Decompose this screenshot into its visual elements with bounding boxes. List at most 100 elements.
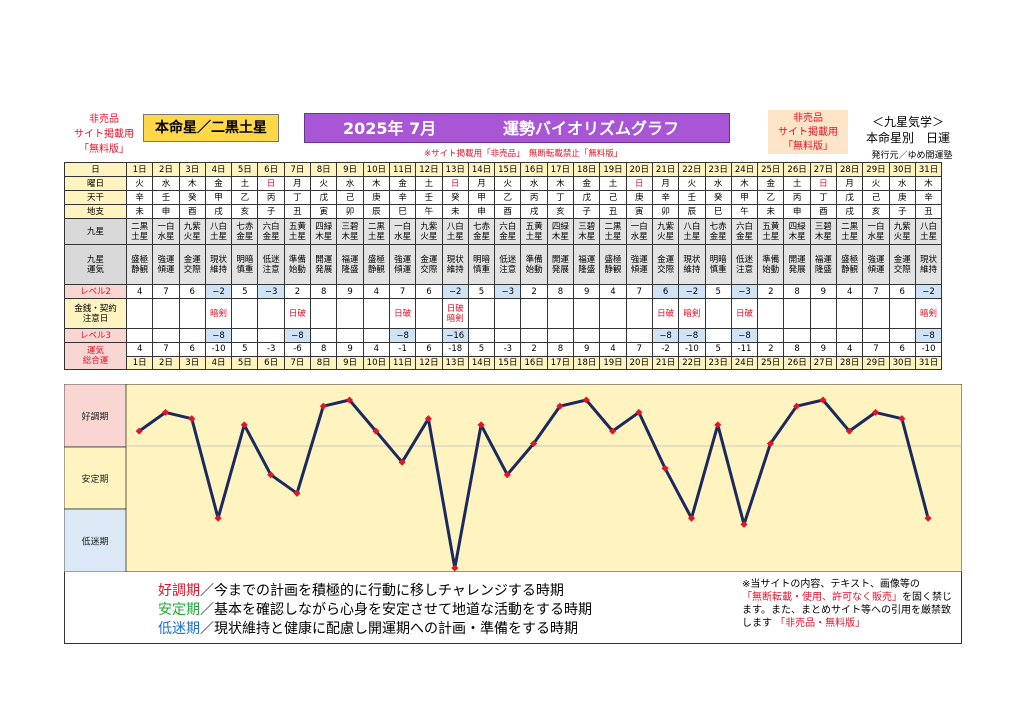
- note-line: 「無料版」: [79, 144, 129, 155]
- cell-tenkan: 丁: [546, 190, 575, 205]
- cell-weekday: 土: [599, 176, 627, 191]
- cell-line: 始動: [288, 264, 306, 275]
- cell-line: 木星: [814, 231, 832, 242]
- cell-line: 強運: [157, 254, 175, 265]
- cell-money: [257, 298, 285, 329]
- cell-level3: [362, 328, 390, 343]
- data-point: [345, 396, 354, 404]
- cell-line: 明暗: [236, 254, 254, 265]
- cell-line: 維持: [683, 264, 701, 275]
- cell-tenkan: 乙: [494, 190, 522, 205]
- cell-line: 慎重: [236, 264, 254, 275]
- cell-level2: 8: [783, 284, 811, 299]
- cell-total-value: 9: [574, 344, 599, 357]
- cell-day: 10日: [362, 162, 390, 177]
- row-label-chishi: 地支: [64, 204, 127, 219]
- cell-day: 2日: [152, 162, 180, 177]
- cell-total-value: 2: [758, 344, 783, 357]
- cell-tenkan: 戊: [573, 190, 601, 205]
- cell-line: 九紫: [657, 221, 675, 232]
- cell-level3: [783, 328, 811, 343]
- cell-line: 二黒: [367, 221, 385, 232]
- cell-line: 九紫: [183, 221, 201, 232]
- cell-level2: 5: [467, 284, 496, 299]
- legend-good-text: ／今までの計画を積極的に行動に移しチャレンジする時期: [200, 583, 564, 599]
- cell-tenkan: 甲: [467, 190, 496, 205]
- cell-level2: 9: [573, 284, 601, 299]
- cell-line: 福運: [578, 254, 596, 265]
- cell-money: 日破: [651, 298, 680, 329]
- cell-line: 金星: [735, 231, 753, 242]
- cell-weekday: 日: [809, 176, 838, 191]
- data-point: [714, 421, 722, 429]
- cell-chishi: 未: [441, 204, 469, 219]
- cell-line: 二黒: [604, 221, 622, 232]
- cell-level3: −8: [678, 328, 706, 343]
- cell-total-day: 5日: [232, 357, 257, 369]
- row-label-level2: レベル2: [64, 284, 127, 299]
- row-money: 金銭・契約 注意日 暗剣 日破 日破 日破 暗剣 日破 暗剣 日破 暗剣: [64, 298, 943, 329]
- cell-total-day: 10日: [364, 357, 389, 369]
- cell-line: 七赤: [236, 221, 254, 232]
- cell-line: 発展: [315, 264, 333, 275]
- cell-line: 土星: [762, 231, 780, 242]
- cell-luck: 準備 始動: [757, 244, 785, 285]
- cell-line: 一白: [157, 221, 175, 232]
- data-point: [635, 408, 643, 416]
- cell-day: 25日: [757, 162, 785, 177]
- cell-chishi: 午: [730, 204, 759, 219]
- cell-total-value: 4: [127, 344, 152, 357]
- cell-total-day: 25日: [758, 357, 783, 369]
- cell-line: 低迷: [499, 254, 517, 265]
- cell-level3: [888, 328, 916, 343]
- cell-level3: [704, 328, 732, 343]
- cell-money: [494, 298, 522, 329]
- cell-total-value: -10: [679, 344, 705, 357]
- cell-tenkan: 丙: [257, 190, 285, 205]
- cell-level3: [757, 328, 785, 343]
- cell-line: 開運: [551, 254, 569, 265]
- cell-total-value: 7: [153, 344, 179, 357]
- cell-level2: −2: [914, 284, 943, 299]
- cell-weekday: 日: [257, 176, 285, 191]
- row-weekday: 曜日火水木金土日月火水木金土日月火水木金土日月火水木金土日月火水木: [64, 176, 943, 191]
- cell-kyusei: 五黄 土星: [757, 218, 785, 245]
- cell-tenkan: 己: [599, 190, 627, 205]
- cell-line: 隆盛: [578, 264, 596, 275]
- cell-line: 水星: [867, 231, 885, 242]
- cell-day: 16日: [520, 162, 548, 177]
- cell-level2: 8: [546, 284, 575, 299]
- cell-weekday: 火: [494, 176, 522, 191]
- data-point: [214, 514, 222, 522]
- cell-total: 7 20日: [625, 342, 653, 370]
- row-level2: レベル2 4 7 6 −2 5 −3 2 8 9 4 7 6 −2 5 −3 2 8 9 4 7 6 −2 5 −3 2 8 9 4 7 6…: [64, 284, 943, 299]
- cell-line: 交際: [893, 264, 911, 275]
- data-point: [503, 471, 511, 479]
- cell-level3: [546, 328, 575, 343]
- cell-weekday: 木: [362, 176, 390, 191]
- cell-total: 7 29日: [862, 342, 890, 370]
- row-luck: 九星 運気 盛極 静観 強運 傾運 金運 交際 現状 維持 明暗 慎重 低迷 注意 準備 始動 開運 発展 福運 隆盛…: [64, 244, 943, 285]
- cell-total-day: 30日: [890, 357, 915, 369]
- cell-total-value: 8: [548, 344, 573, 357]
- cell-luck: 金運 交際: [888, 244, 916, 285]
- note-line: 「無料版」: [783, 141, 833, 152]
- zone-label-bg: [64, 446, 127, 510]
- cell-kyusei: 五黄 土星: [520, 218, 548, 245]
- cell-weekday: 月: [651, 176, 680, 191]
- cell-line: 現状: [210, 254, 228, 265]
- cell-total: 5 23日: [704, 342, 732, 370]
- cell-total: 6 12日: [415, 342, 443, 370]
- data-point: [845, 427, 853, 435]
- cell-luck: 金運 交際: [651, 244, 680, 285]
- cell-total-value: 8: [784, 344, 810, 357]
- cell-luck: 盛極 静観: [836, 244, 864, 285]
- cell-line: 七赤: [473, 221, 491, 232]
- cell-luck: 現状 維持: [914, 244, 943, 285]
- cell-line: 八白: [683, 221, 701, 232]
- cell-total-value: 5: [469, 344, 494, 357]
- cell-line: 土星: [288, 231, 306, 242]
- right-title: ＜九星気学＞ 本命星別 日運: [856, 114, 960, 146]
- cell-chishi: 亥: [231, 204, 259, 219]
